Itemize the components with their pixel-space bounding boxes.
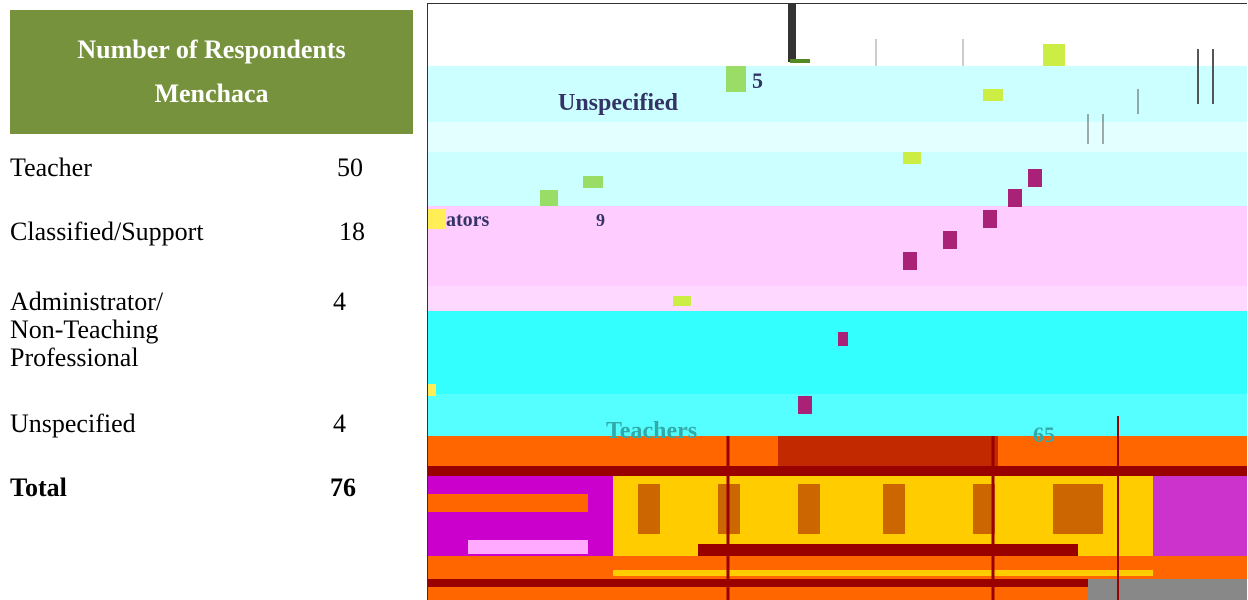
row-value: 50 [337,154,363,182]
row-value: 4 [333,410,346,438]
row-label-line: Administrator/ [10,287,163,316]
label-teachers: Teachers [606,418,697,444]
row-label: Classified/Support [10,218,204,246]
row-value: 18 [339,218,365,246]
chart-image-graphic: Unspecified 5 ators 9 Teachers 65 [428,4,1247,600]
total-value: 76 [330,474,356,502]
row-value: 4 [333,288,346,316]
value-unspecified: 5 [752,68,763,93]
label-administrators-fragment: ators [446,209,490,231]
row-label: Administrator/ Non-Teaching Professional [10,288,163,372]
row-label-line: Non-Teaching [10,315,158,344]
value-teachers: 65 [1033,422,1055,447]
chart-image: Unspecified 5 ators 9 Teachers 65 [427,3,1247,600]
row-label: Unspecified [10,410,136,438]
row-label: Teacher [10,154,92,182]
total-label: Total [10,474,67,502]
table-header-subtitle: Menchaca [154,72,268,116]
table-header: Number of Respondents Menchaca [10,10,413,134]
table-row-administrator: Administrator/ Non-Teaching Professional… [10,288,413,372]
table-header-title: Number of Respondents [77,28,345,72]
value-administrators: 9 [596,210,605,230]
row-label-line: Professional [10,343,139,372]
label-unspecified: Unspecified [558,90,679,116]
